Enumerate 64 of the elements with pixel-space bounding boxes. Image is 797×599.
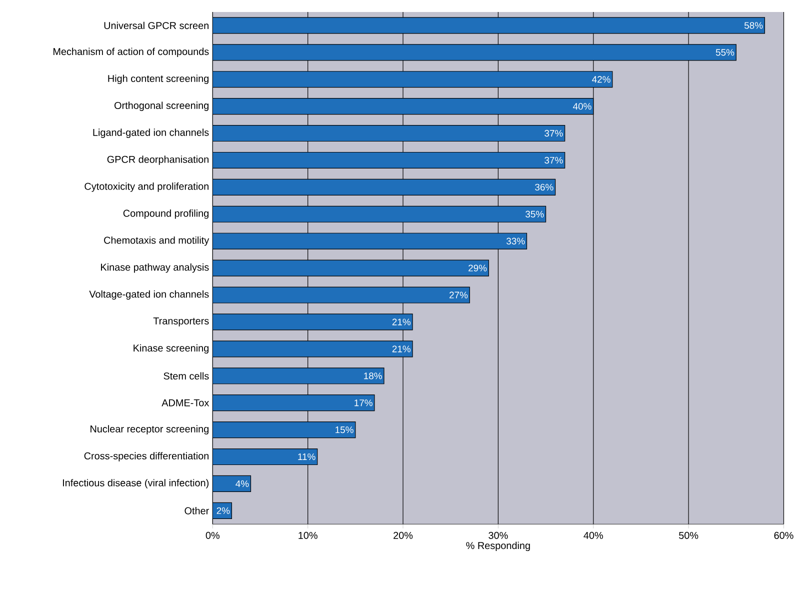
- y-tick-label: Voltage-gated ion channels: [89, 290, 209, 300]
- data-label: 40%: [572, 102, 592, 110]
- y-tick-label: Nuclear receptor screening: [90, 425, 208, 434]
- data-label: 37%: [544, 156, 563, 164]
- data-label: 4%: [236, 480, 249, 488]
- bar: [212, 44, 736, 61]
- y-tick-label: Cytotoxicity and proliferation: [84, 182, 208, 192]
- x-tick-label: 50%: [679, 532, 698, 539]
- bar: [212, 124, 566, 142]
- bar: [212, 286, 470, 304]
- data-label: 37%: [544, 130, 563, 137]
- bar: [212, 152, 566, 169]
- data-label: 42%: [592, 76, 610, 83]
- y-tick-label: Cross-species differentiation: [84, 452, 208, 462]
- data-label: 11%: [298, 453, 316, 460]
- x-tick-label: 0%: [206, 532, 220, 539]
- y-tick-label: Orthogonal screening: [114, 102, 208, 111]
- bar: [212, 340, 413, 358]
- bar: [212, 260, 489, 276]
- bar: [212, 314, 413, 330]
- y-tick-label: Ligand-gated ion channels: [93, 128, 209, 138]
- data-label: 15%: [336, 426, 354, 434]
- bar: [212, 475, 252, 492]
- x-axis-title: % Responding: [466, 542, 530, 552]
- y-tick-label: Other: [184, 507, 209, 514]
- x-tick-label: 60%: [774, 532, 794, 539]
- bar: [212, 448, 318, 466]
- bar: [212, 368, 384, 384]
- x-tick-label: 20%: [394, 532, 413, 539]
- bar: [212, 232, 528, 250]
- x-tick-label: 10%: [298, 532, 318, 539]
- data-label: 55%: [716, 49, 734, 56]
- y-tick-label: Transporters: [153, 318, 209, 326]
- x-tick-label: 40%: [584, 532, 603, 539]
- data-label: 36%: [535, 184, 554, 191]
- bar: [212, 422, 356, 438]
- data-label: 29%: [468, 264, 487, 272]
- data-label: 58%: [744, 22, 763, 29]
- bar: [212, 206, 546, 222]
- data-label: 35%: [526, 210, 544, 218]
- bar: [212, 394, 375, 412]
- data-label: 21%: [392, 346, 411, 352]
- bar: [212, 98, 594, 115]
- y-tick-label: Stem cells: [164, 372, 209, 380]
- data-label: 21%: [392, 318, 411, 326]
- y-tick-label: Universal GPCR screen: [104, 22, 208, 30]
- y-tick-label: GPCR deorphanisation: [107, 156, 208, 165]
- data-label: 2%: [216, 507, 230, 514]
- y-tick-label: Compound profiling: [123, 210, 208, 219]
- data-label: 27%: [450, 292, 468, 298]
- data-label: 18%: [364, 372, 382, 380]
- y-tick-label: Kinase pathway analysis: [101, 263, 209, 273]
- y-tick-label: High content screening: [108, 74, 208, 84]
- y-tick-label: ADME-Tox: [162, 399, 210, 406]
- data-label: 33%: [506, 238, 525, 244]
- y-tick-label: Kinase screening: [134, 344, 208, 354]
- bar: [212, 71, 613, 88]
- y-tick-label: Mechanism of action of compounds: [53, 48, 209, 58]
- y-tick-label: Chemotaxis and motility: [104, 236, 210, 246]
- data-label: 17%: [354, 400, 372, 406]
- bar: [212, 17, 765, 34]
- y-tick-label: Infectious disease (viral infection): [63, 479, 209, 488]
- x-tick-label: 30%: [488, 532, 508, 539]
- bar: [212, 178, 556, 196]
